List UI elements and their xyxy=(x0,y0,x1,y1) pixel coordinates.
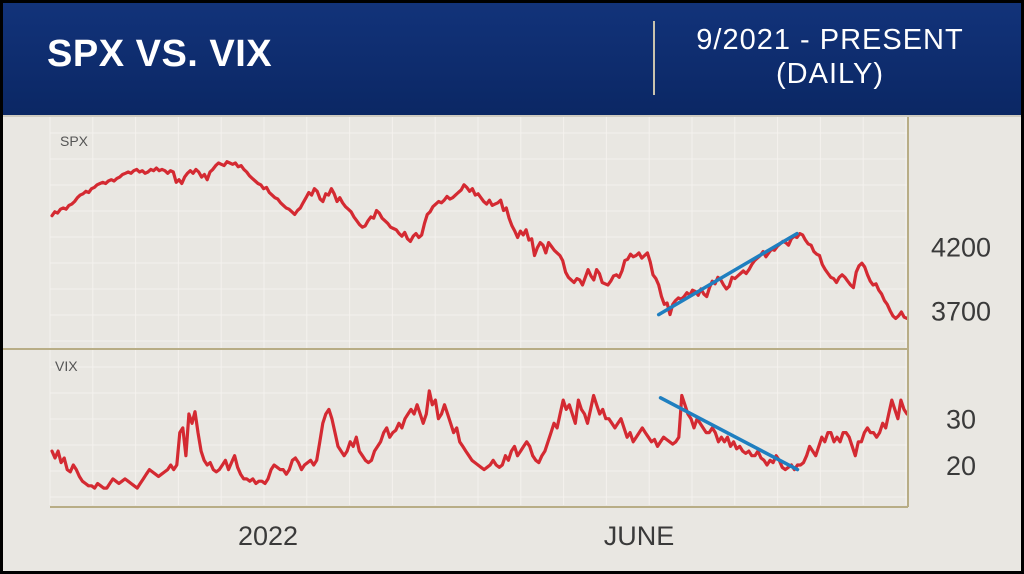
chart-frame: SPX VS. VIX 9/2021 - PRESENT (DAILY) SPX… xyxy=(3,3,1021,571)
panel-label: VIX xyxy=(55,358,78,374)
trendline-spx xyxy=(656,231,799,317)
header-bar: SPX VS. VIX 9/2021 - PRESENT (DAILY) xyxy=(3,3,1021,115)
grid-lines xyxy=(49,117,907,505)
chart-title: SPX VS. VIX xyxy=(47,33,273,75)
panel-vix: VIX 30 20 xyxy=(50,358,976,490)
date-range-line-1: 9/2021 - PRESENT xyxy=(696,24,964,56)
panel-label: SPX xyxy=(60,133,89,149)
y-tick-label: 20 xyxy=(946,451,976,481)
date-range: 9/2021 - PRESENT (DAILY) xyxy=(665,23,995,91)
series-line-vix xyxy=(50,389,909,490)
y-tick-label: 4200 xyxy=(931,232,991,262)
header-rule xyxy=(3,115,1021,117)
panel-spx: SPX 4200 3700 xyxy=(50,133,991,327)
x-axis-ticks: 2022 JUNE xyxy=(238,521,674,551)
header-divider xyxy=(653,21,655,95)
axis-lines xyxy=(3,115,1021,508)
spx-vix-chart: SPX 4200 3700 VIX 30 20 2022 JUNE xyxy=(3,115,1021,551)
y-tick-label: 30 xyxy=(946,405,976,435)
chart-panels: SPX 4200 3700 VIX 30 20 xyxy=(50,133,991,490)
date-range-line-2: (DAILY) xyxy=(776,58,884,90)
y-tick-label: 3700 xyxy=(931,297,991,327)
trendline-vix xyxy=(658,396,800,472)
x-tick-label: JUNE xyxy=(604,521,675,551)
x-tick-label: 2022 xyxy=(238,521,298,551)
